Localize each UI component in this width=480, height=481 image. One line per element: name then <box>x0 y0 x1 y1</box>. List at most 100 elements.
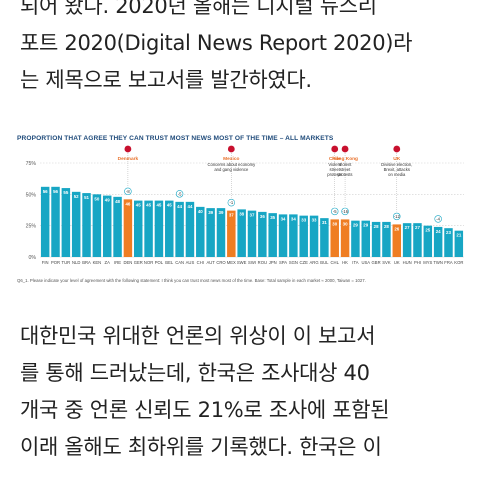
chart-bar <box>82 193 91 257</box>
x-tick-label: CAN <box>175 260 184 265</box>
bar-value-label: 46 <box>125 201 130 206</box>
annotation-text: Violent <box>339 162 353 167</box>
chart-bar <box>237 209 246 257</box>
chart-bar <box>175 201 184 257</box>
chart-bar <box>206 208 215 257</box>
chart-bar <box>185 201 195 257</box>
chart-bar <box>340 219 350 257</box>
annotation-title: Hong Kong <box>332 156 358 162</box>
bar-value-label: 34 <box>281 216 286 221</box>
x-tick-label: ZA <box>105 260 111 265</box>
annotation-text: street <box>340 167 351 172</box>
change-marker <box>393 212 401 221</box>
article-paragraph-bottom: 대한민국 위대한 언론의 위상이 이 보고서 를 통해 드러났는데, 한국은 조… <box>20 318 470 466</box>
paragraph-line: 되어 왔다. 2020년 올해는 디지털 뉴스리 <box>20 0 377 18</box>
annotation-text: and gang violence <box>214 167 249 172</box>
chart-bar <box>371 221 381 257</box>
bar-value-label: 45 <box>156 203 161 208</box>
chart-title: PROPORTION THAT AGREE THEY CAN TRUST MOS… <box>17 135 334 142</box>
x-tick-label: CHL <box>331 260 340 265</box>
x-tick-label: BUL <box>320 260 329 265</box>
x-tick-label: GER <box>134 260 143 265</box>
bar-value-label: 23 <box>446 230 451 235</box>
x-tick-label: CRO <box>216 260 226 265</box>
paragraph-line: 는 제목으로 보고서를 발간하였다. <box>20 68 312 92</box>
flag-icon <box>331 145 339 153</box>
article-paragraph-top: 되어 왔다. 2020년 올해는 디지털 뉴스리 포트 2020(Digital… <box>20 0 470 99</box>
chart-bar <box>134 200 143 257</box>
x-tick-label: IRE <box>114 260 121 265</box>
bar-value-label: 34 <box>291 216 296 221</box>
chart-bar <box>227 210 236 257</box>
x-tick-label: PHI <box>414 260 421 265</box>
annotation-text: Brexit, attacks <box>384 167 410 172</box>
bar-value-label: 28 <box>374 224 379 229</box>
y-tick-label: 0% <box>29 255 37 261</box>
chart-bar <box>92 194 102 257</box>
chart-bar <box>413 223 422 257</box>
change-marker <box>331 207 339 216</box>
chart-bar <box>165 200 174 257</box>
annotation-text: Violent <box>328 162 342 167</box>
bar-value-label: 39 <box>208 210 213 215</box>
change-value: -8 <box>126 189 130 194</box>
chart-bar <box>289 214 298 257</box>
x-tick-label: CZE <box>300 260 309 265</box>
chart-bar <box>299 215 308 257</box>
x-tick-label: ROU <box>258 260 267 265</box>
chart-note: Q6_1. Please indicate your level of agre… <box>17 278 366 283</box>
change-marker <box>227 198 236 207</box>
annotation-title: Denmark <box>118 156 139 162</box>
bar-value-label: 39 <box>219 210 224 215</box>
annotation-title: Chile <box>329 156 341 162</box>
x-tick-label: ARG <box>310 260 319 265</box>
bar-value-label: 44 <box>188 204 193 209</box>
bar-value-label: 44 <box>177 204 182 209</box>
x-tick-label: ITA <box>352 260 358 265</box>
paragraph-line: 이래 올해도 최하위를 기록했다. 한국은 이 <box>20 435 382 459</box>
bar-value-label: 31 <box>322 220 327 225</box>
change-value: -4 <box>436 216 440 221</box>
bar-value-label: 37 <box>229 213 234 218</box>
x-tick-label: DEN <box>123 260 132 265</box>
x-tick-label: FRA <box>444 260 453 265</box>
paragraph-line: 개국 중 언론 신뢰도 21%로 조사에 포함된 <box>20 398 390 422</box>
x-tick-label: TWN <box>433 260 443 265</box>
annotation-title: UK <box>393 156 400 162</box>
bar-value-label: 51 <box>84 195 89 200</box>
chart-bar <box>278 214 288 257</box>
chart-bar <box>102 195 112 257</box>
change-marker <box>341 207 349 216</box>
chart-bar <box>51 186 60 257</box>
annotation-text: Concerns about economy <box>207 162 256 167</box>
annotation-text: protests <box>338 172 353 177</box>
chart-bar <box>351 220 360 257</box>
x-tick-label: MYS <box>423 260 432 265</box>
chart-bar <box>268 213 277 257</box>
change-marker <box>175 190 184 198</box>
chart-bar <box>247 210 257 257</box>
annotation-text: street <box>329 167 340 172</box>
x-tick-label: MEX <box>227 260 236 265</box>
bar-value-label: 56 <box>43 189 48 194</box>
bar-value-label: 38 <box>239 211 244 216</box>
x-tick-label: GBR <box>372 260 381 265</box>
bar-value-label: 48 <box>115 199 120 204</box>
paragraph-line: 포트 2020(Digital News Report 2020)라 <box>20 31 413 55</box>
x-tick-label: KEN <box>93 260 102 265</box>
chart-bar <box>258 211 267 257</box>
annotation-text: on media <box>388 172 406 177</box>
x-tick-label: BRA <box>82 260 91 265</box>
chart-bar <box>309 215 319 257</box>
x-tick-label: FIN <box>42 260 49 265</box>
x-tick-label: UK <box>394 260 400 265</box>
bar-value-label: 29 <box>353 223 358 228</box>
chart-bar <box>361 220 370 257</box>
change-value: -12 <box>394 214 401 219</box>
x-tick-label: SWI <box>248 260 256 265</box>
change-value: -5 <box>333 209 337 214</box>
bar-value-label: 50 <box>94 196 99 201</box>
chart-bar <box>330 219 339 257</box>
bar-value-label: 45 <box>136 203 141 208</box>
bar-value-label: 40 <box>198 209 203 214</box>
